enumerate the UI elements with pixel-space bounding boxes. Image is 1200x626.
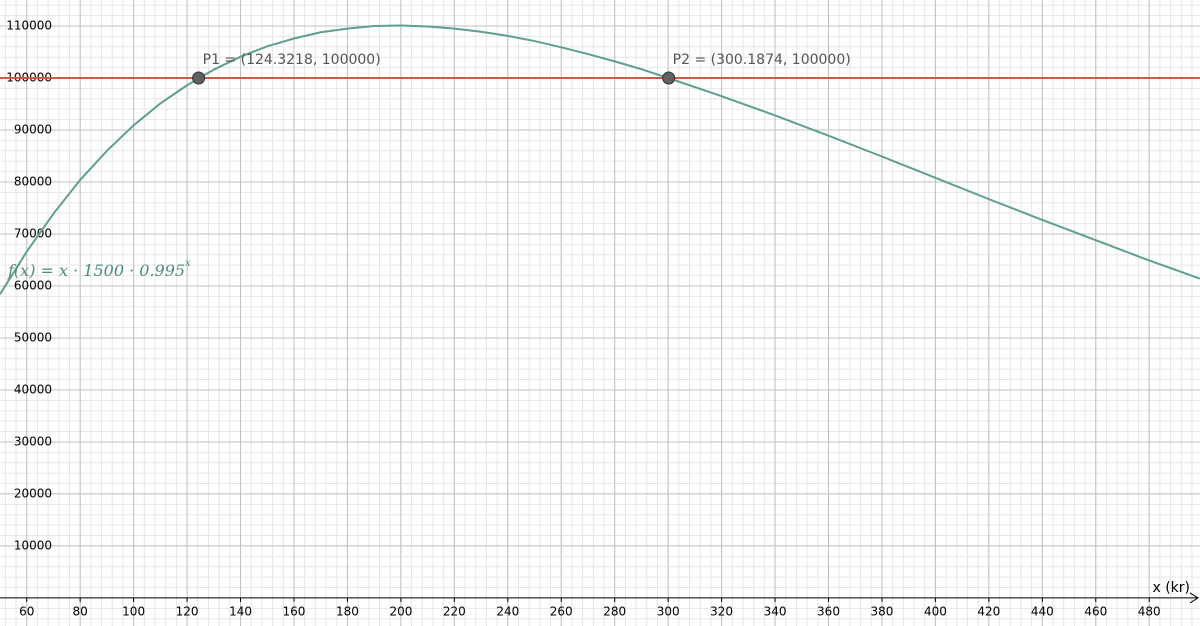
function-label: f(x) = x · 1500 · 0.995x: [7, 258, 191, 280]
x-tick-label: 440: [1031, 604, 1054, 618]
y-tick-label: 110000: [6, 18, 52, 32]
y-tick-label: 80000: [14, 174, 52, 188]
x-tick-label: 100: [122, 604, 145, 618]
x-tick-label: 160: [283, 604, 306, 618]
x-tick-label: 340: [764, 604, 787, 618]
plot: P1 = (124.3218, 100000) P2 = (300.1874, 1…: [0, 24, 1200, 295]
x-tick-label: 200: [389, 604, 412, 618]
x-tick-label: 140: [229, 604, 252, 618]
x-tick-label: 120: [176, 604, 199, 618]
x-tick-label: 420: [977, 604, 1000, 618]
x-tick-label: 320: [710, 604, 733, 618]
y-tick-label: 70000: [14, 226, 52, 240]
x-tick-label: 180: [336, 604, 359, 618]
x-axis-label: x (kr): [1152, 580, 1190, 596]
y-tick-label: 30000: [14, 434, 52, 448]
y-tick-label: 20000: [14, 486, 52, 500]
x-tick-label: 80: [73, 604, 88, 618]
y-tick-label: 50000: [14, 330, 52, 344]
x-tick-label: 400: [924, 604, 947, 618]
function-label-exponent: x: [185, 258, 191, 269]
y-tick-label: 90000: [14, 122, 52, 136]
intersection-point: [192, 71, 206, 85]
point-label: P2 = (300.1874, 100000): [673, 52, 851, 68]
x-tick-label: 360: [817, 604, 840, 618]
x-tick-label: 480: [1138, 604, 1161, 618]
x-axis-arrow: [1189, 592, 1199, 604]
x-tick-label: 260: [550, 604, 573, 618]
x-tick-label: 240: [496, 604, 519, 618]
y-tick-label: 60000: [14, 278, 52, 292]
y-tick-label: 10000: [14, 538, 52, 552]
function-curve: [0, 24, 1200, 295]
intersection-point: [662, 71, 676, 85]
x-tick-label: 280: [603, 604, 626, 618]
x-tick-label: 60: [19, 604, 34, 618]
x-tick-label: 460: [1084, 604, 1107, 618]
y-tick-label: 40000: [14, 382, 52, 396]
x-tick-label: 220: [443, 604, 466, 618]
axes: 60 80 100 120 140 160 180 200 220 240 260 280 300 320…: [0, 18, 1199, 618]
function-label-text: f(x) = x · 1500 · 0.995: [7, 261, 185, 280]
x-tick-label: 380: [871, 604, 894, 618]
x-tick-label: 300: [657, 604, 680, 618]
point-label: P1 = (124.3218, 100000): [203, 52, 381, 68]
